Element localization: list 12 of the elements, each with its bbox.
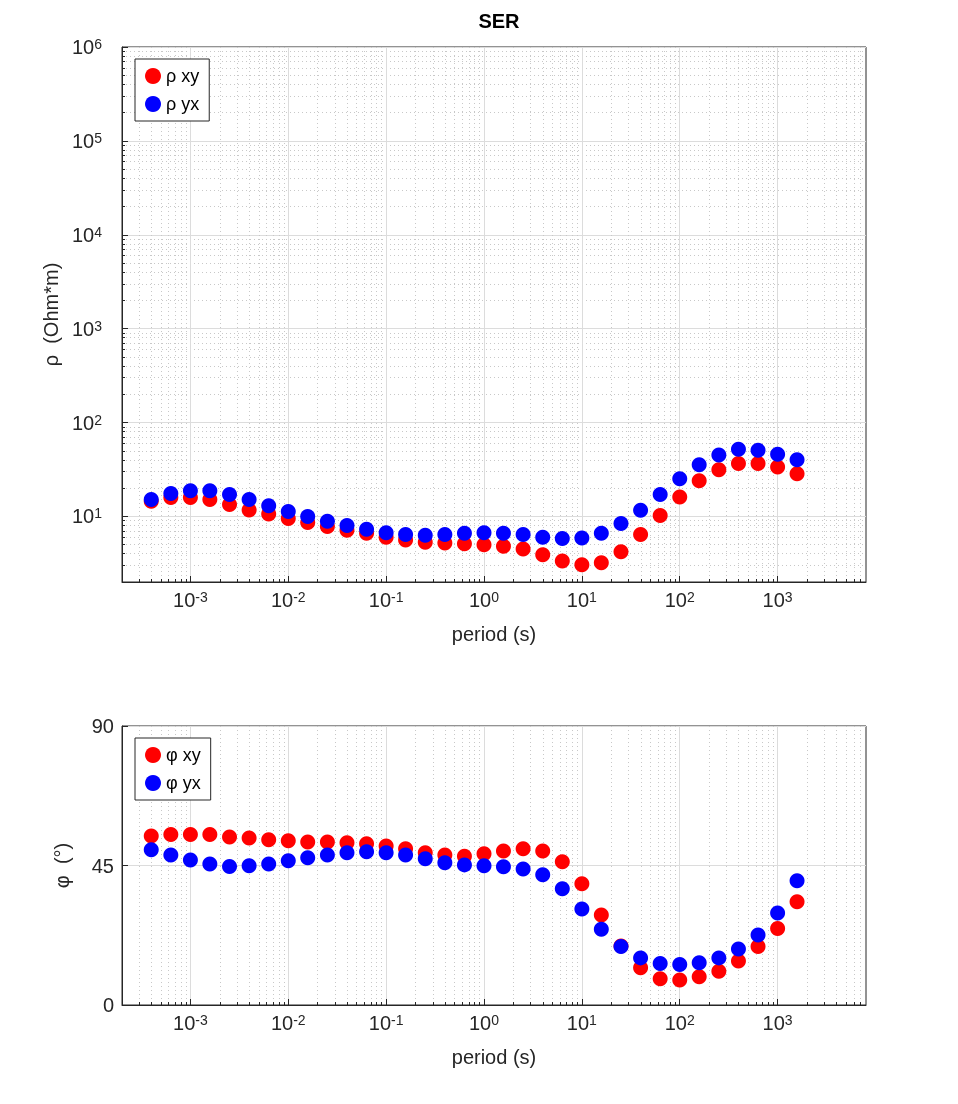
legend-label: ρ xy <box>166 66 200 86</box>
legend-label: φ yx <box>166 773 201 793</box>
chart-title: SER <box>478 10 521 32</box>
y-tick-label: 0 <box>102 994 114 1016</box>
legend-label: ρ yx <box>166 94 200 114</box>
y-axis-title: ρ (Ohm*m) <box>40 262 63 367</box>
y-axis-title: φ (°) <box>51 842 73 889</box>
legend-label: φ xy <box>166 745 201 765</box>
x-axis-title: period (s) <box>451 1046 537 1068</box>
y-tick-label: 45 <box>91 854 114 877</box>
y-tick-label: 90 <box>91 715 114 737</box>
x-axis-title: period (s) <box>451 623 537 645</box>
